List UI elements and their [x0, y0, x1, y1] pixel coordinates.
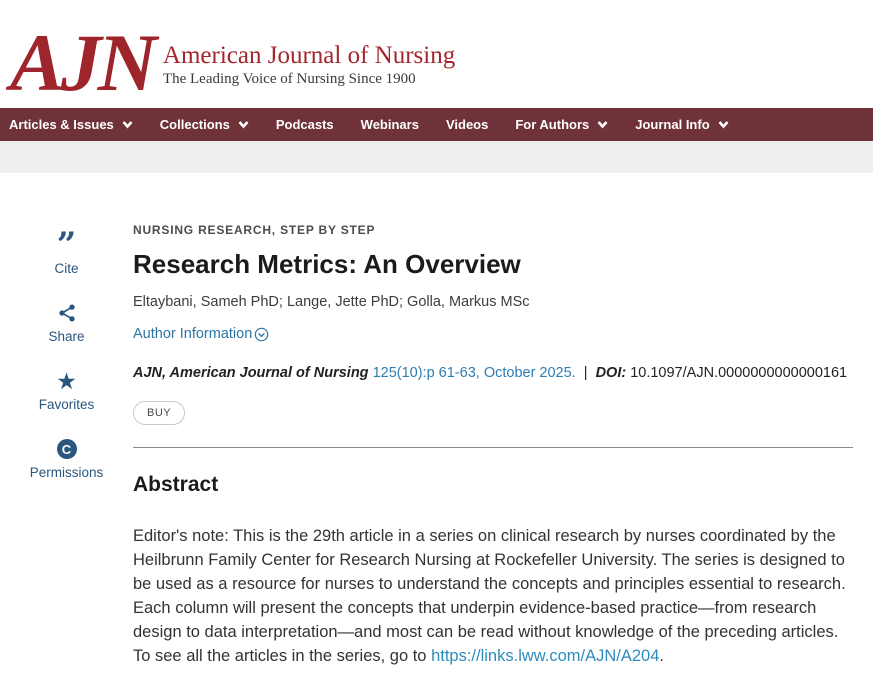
- main-nav: Articles & Issues Collections Podcasts W…: [0, 108, 873, 141]
- nav-item-articles-issues[interactable]: Articles & Issues: [9, 117, 133, 132]
- series-link[interactable]: https://links.lww.com/AJN/A204: [431, 647, 660, 665]
- nav-item-videos[interactable]: Videos: [445, 117, 489, 132]
- citation-issue-link[interactable]: 125(10):p 61-63, October 2025.: [372, 365, 576, 381]
- abstract-heading: Abstract: [133, 473, 219, 496]
- ajn-logo[interactable]: AJN: [10, 17, 157, 109]
- abstract-body-text: Editor's note: This is the 29th article …: [133, 527, 846, 665]
- share-icon: [57, 301, 77, 325]
- nav-item-webinars[interactable]: Webinars: [360, 117, 419, 132]
- logo-text-block: American Journal of Nursing The Leading …: [162, 41, 456, 102]
- nav-item-journal-info[interactable]: Journal Info: [635, 117, 729, 132]
- nav-item-collections[interactable]: Collections: [160, 117, 249, 132]
- citation-separator: |: [583, 365, 588, 381]
- citation-line: AJN, American Journal of Nursing 125(10)…: [133, 365, 853, 381]
- star-icon: ★: [56, 368, 77, 394]
- doi-label: DOI:: [595, 365, 627, 381]
- abstract-paragraph: Editor's note: This is the 29th article …: [133, 524, 853, 668]
- section-divider: [133, 447, 853, 448]
- chevron-down-icon: [122, 120, 133, 129]
- permissions-button[interactable]: C Permissions: [30, 437, 103, 480]
- article-main: NURSING RESEARCH, STEP BY STEP Research …: [133, 173, 853, 668]
- doi-value: 10.1097/AJN.0000000000000161: [630, 365, 848, 381]
- journal-name: American Journal of Nursing: [162, 41, 456, 69]
- nav-item-podcasts[interactable]: Podcasts: [275, 117, 334, 132]
- journal-tagline: The Leading Voice of Nursing Since 1900: [162, 71, 416, 87]
- article-category: NURSING RESEARCH, STEP BY STEP: [133, 223, 376, 237]
- chevron-down-circle-icon: [254, 327, 269, 342]
- chevron-down-icon: [718, 120, 729, 129]
- chevron-down-icon: [597, 120, 608, 129]
- abstract-trailing-text: .: [659, 647, 665, 665]
- buy-button[interactable]: BUY: [133, 401, 186, 425]
- cite-button[interactable]: ” Cite: [54, 225, 79, 276]
- quote-icon: ”: [56, 225, 77, 265]
- copyright-icon: C: [56, 437, 77, 461]
- author-information-toggle[interactable]: Author Information: [133, 326, 269, 342]
- nav-item-for-authors[interactable]: For Authors: [515, 117, 608, 132]
- article-page: ” Cite Share ★ Favorites C Perm: [0, 173, 873, 668]
- site-header: AJN American Journal of Nursing The Lead…: [0, 0, 873, 108]
- citation-journal: AJN, American Journal of Nursing: [133, 365, 369, 381]
- article-title: Research Metrics: An Overview: [133, 249, 521, 279]
- share-button[interactable]: Share: [48, 301, 85, 344]
- article-authors: Eltaybani, Sameh PhD; Lange, Jette PhD; …: [133, 294, 530, 310]
- chevron-down-icon: [238, 120, 249, 129]
- favorites-button[interactable]: ★ Favorites: [38, 368, 95, 413]
- tools-rail: ” Cite Share ★ Favorites C Perm: [0, 173, 133, 668]
- subnav-strip: [0, 141, 873, 173]
